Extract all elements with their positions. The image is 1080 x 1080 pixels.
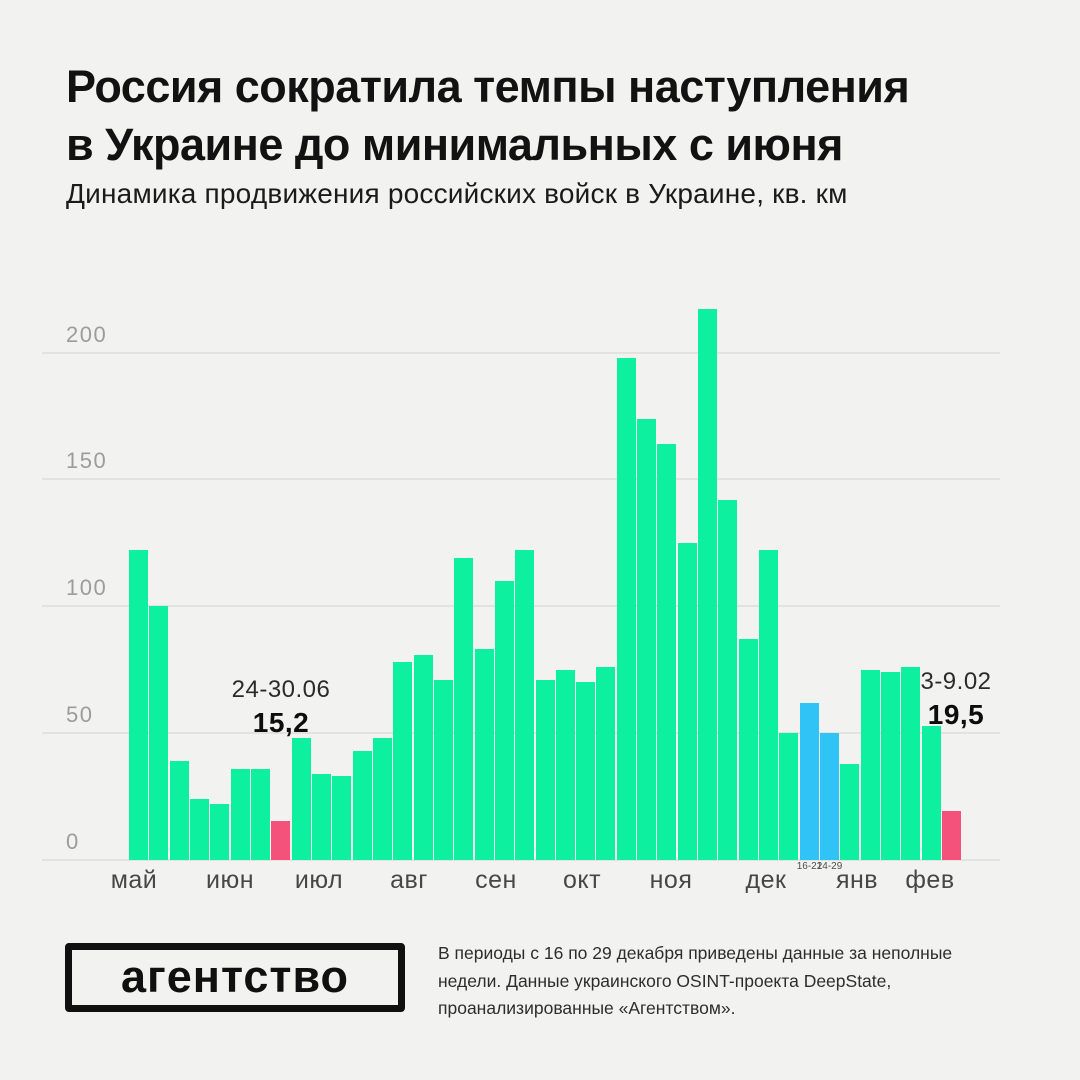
bar <box>576 682 595 860</box>
chart-subtitle: Динамика продвижения российских войск в … <box>66 178 848 209</box>
bar <box>881 672 900 860</box>
y-axis-label-200: 200 <box>66 321 108 347</box>
x-axis-month-авг: авг <box>390 866 428 894</box>
source-note-line1: В периоды с 16 по 29 декабря приведены д… <box>438 943 953 963</box>
bar <box>596 667 615 860</box>
x-axis-month-июн: июн <box>205 866 255 894</box>
bar <box>556 670 575 860</box>
bar <box>332 776 351 860</box>
x-axis-month-июл: июл <box>294 866 344 894</box>
bar-lowlight <box>271 821 290 860</box>
partial-week-label: 16-21 <box>796 861 823 872</box>
bar <box>718 500 737 860</box>
page-title: Россия сократила темпы наступления в Укр… <box>66 58 1046 174</box>
bar <box>353 751 372 860</box>
bar <box>312 774 331 860</box>
gridline-150 <box>42 478 1000 481</box>
bar <box>170 761 189 860</box>
bar <box>434 680 453 860</box>
bar-lowlight <box>942 811 961 860</box>
bar <box>657 444 676 860</box>
y-axis-label-50: 50 <box>66 702 94 728</box>
bar <box>475 649 494 860</box>
bar <box>393 662 412 860</box>
bar <box>251 769 270 860</box>
annotation-24-30.06: 24-30.06 15,2 <box>232 676 331 739</box>
y-axis-label-100: 100 <box>66 575 108 601</box>
bar <box>678 543 697 860</box>
bar <box>210 804 229 860</box>
bar <box>637 419 656 860</box>
y-axis-label-150: 150 <box>66 448 108 474</box>
bar <box>414 655 433 860</box>
bar <box>779 733 798 860</box>
annotation-value: 15,2 <box>252 707 310 738</box>
x-axis-month-дек: дек <box>745 866 787 894</box>
bar <box>129 550 148 860</box>
bar <box>739 639 758 860</box>
bar <box>861 670 880 860</box>
bar <box>292 738 311 860</box>
page-title-line1: Россия сократила темпы наступления <box>66 61 910 112</box>
gridline-200 <box>42 351 1000 354</box>
bar <box>617 358 636 860</box>
bar <box>454 558 473 860</box>
x-axis-month-май: май <box>110 866 158 894</box>
partial-week-label: 24-29 <box>816 861 843 872</box>
annotation-value: 19,5 <box>927 699 985 730</box>
page-title-line2: в Украине до минимальных с июня <box>66 119 843 170</box>
x-axis-month-ноя: ноя <box>649 866 693 894</box>
agentstvo-logo: агентство <box>65 943 405 1012</box>
bar <box>231 769 250 860</box>
x-axis-month-окт: окт <box>562 866 602 894</box>
annotation-period: 3-9.02 <box>920 668 992 695</box>
bar <box>901 667 920 860</box>
source-note: В периоды с 16 по 29 декабря приведены д… <box>438 940 1018 1023</box>
y-axis-label-0: 0 <box>66 829 80 854</box>
x-axis-month-сен: сен <box>475 866 517 894</box>
agentstvo-logo-text: агентство <box>120 950 350 1002</box>
bar <box>536 680 555 860</box>
bar <box>759 550 778 860</box>
annotation-3-9.02: 3-9.02 19,5 <box>920 668 991 731</box>
gridline-0 <box>42 859 1000 861</box>
bar-partial-week <box>800 703 819 860</box>
bar <box>922 726 941 860</box>
x-axis-month-фев: фев <box>905 866 955 894</box>
bar-partial-week <box>820 733 839 860</box>
bar <box>698 309 717 860</box>
bar <box>840 764 859 860</box>
bar <box>373 738 392 860</box>
bar <box>149 606 168 860</box>
x-axis-month-янв: янв <box>835 866 879 894</box>
bar <box>515 550 534 860</box>
bar <box>190 799 209 860</box>
bar <box>495 581 514 860</box>
source-note-line2: недели. Данные украинского OSINT-проекта… <box>438 970 892 991</box>
annotation-period: 24-30.06 <box>231 676 331 703</box>
source-note-line3: проанализированные «Агентством». <box>438 998 736 1018</box>
